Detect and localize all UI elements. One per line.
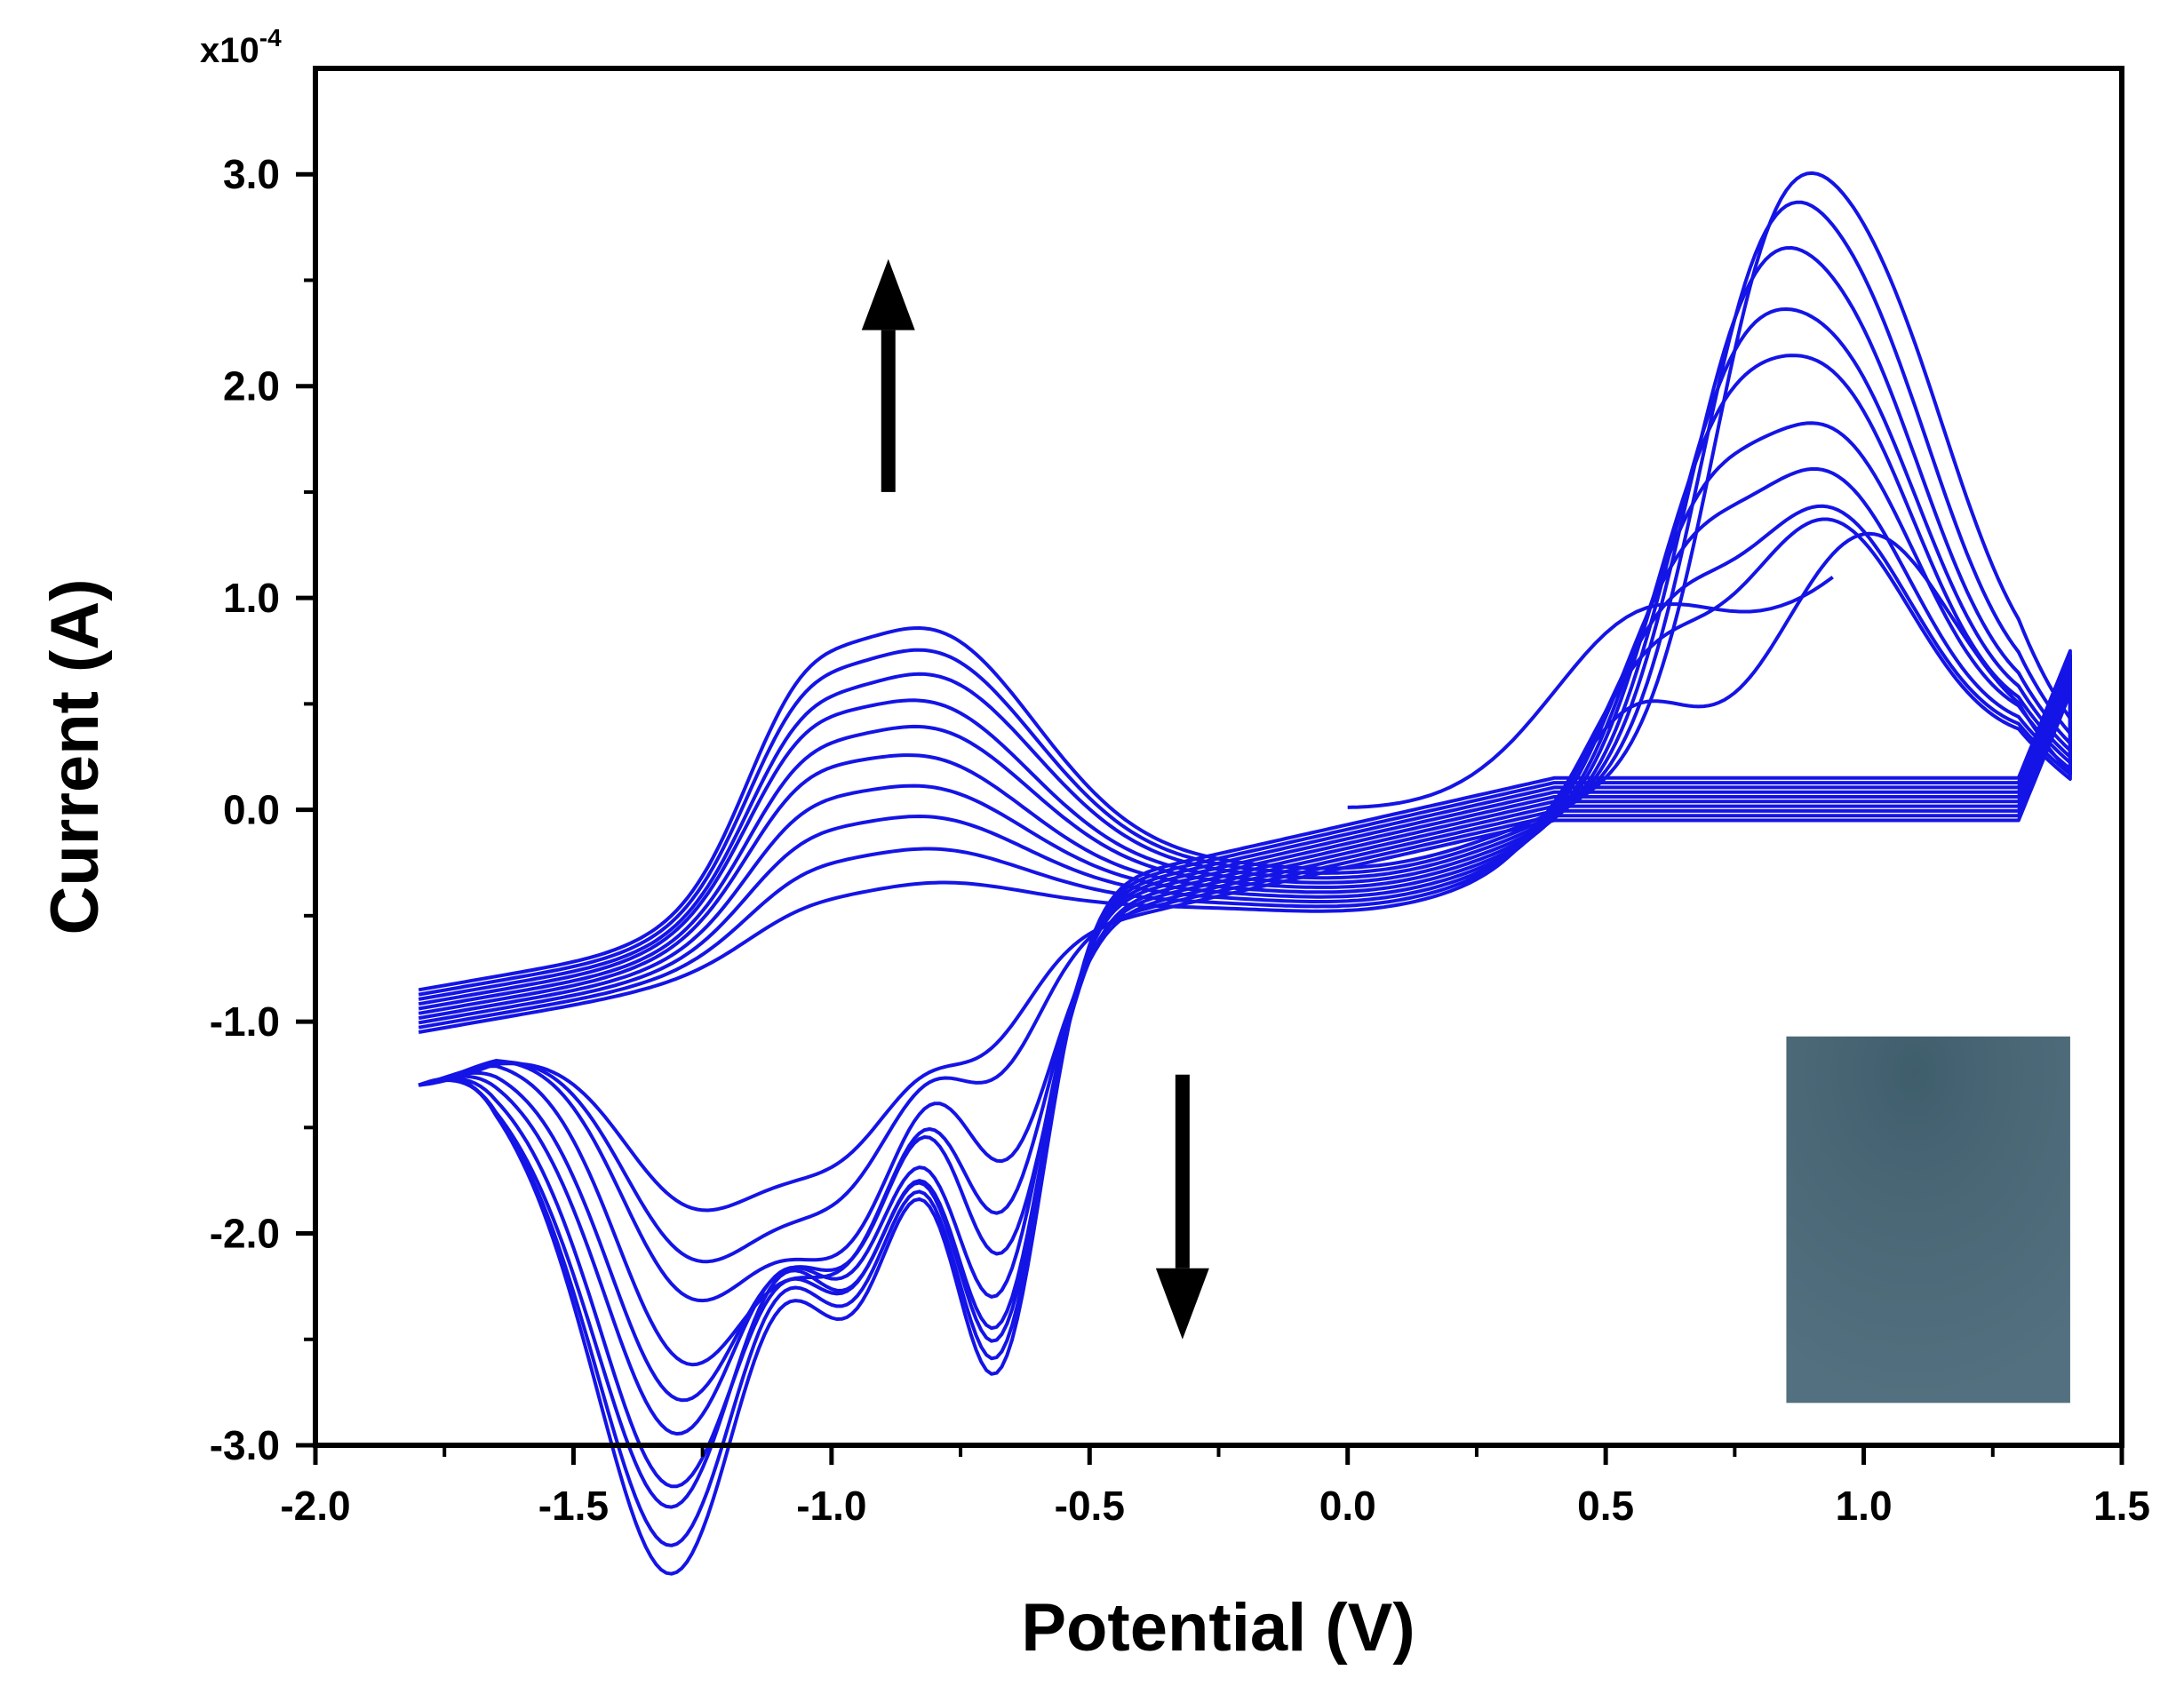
x-tick-label: -2.0 <box>280 1483 350 1529</box>
x-axis-title: Potential (V) <box>1021 1590 1415 1666</box>
x-axis-ticks <box>313 1445 2124 1465</box>
x-tick-label: 0.0 <box>1319 1483 1376 1529</box>
y-tick-label: -2.0 <box>210 1211 280 1257</box>
cv-cycle-line <box>418 171 2072 1576</box>
y-tick-label: 1.0 <box>223 575 280 621</box>
y-multiplier-exponent: -4 <box>259 24 282 52</box>
y-tick-label: -1.0 <box>210 998 280 1045</box>
y-tick-label: -3.0 <box>210 1422 280 1468</box>
scan-direction-arrows <box>861 258 1209 1340</box>
x-tick-label: 1.5 <box>2093 1483 2150 1529</box>
y-axis-ticks <box>296 171 315 1448</box>
y-axis-title: Current (A) <box>37 578 113 934</box>
x-tick-label: 1.0 <box>1836 1483 1893 1529</box>
x-tick-label: 0.5 <box>1577 1483 1634 1529</box>
y-axis-tick-labels: -3.0 -2.0 -1.0 0.0 1.0 2.0 3.0 <box>210 151 280 1468</box>
down-arrow-head <box>1155 1268 1209 1340</box>
y-multiplier-label: x10-4 <box>200 24 282 70</box>
y-tick-label: 2.0 <box>223 363 280 410</box>
y-tick-label: 0.0 <box>223 787 280 833</box>
cv-curves <box>418 171 2072 1576</box>
inset-photo <box>1786 1036 2070 1404</box>
y-multiplier-base: x10 <box>200 31 259 70</box>
x-axis-tick-labels: -2.0 -1.5 -1.0 -0.5 0.0 0.5 1.0 1.5 <box>280 1483 2150 1529</box>
x-tick-label: -1.0 <box>796 1483 866 1529</box>
up-arrow-head <box>861 258 915 330</box>
inset-photo-film <box>1786 1036 2070 1404</box>
cv-initial-segment <box>1347 576 1834 809</box>
x-tick-label: -0.5 <box>1055 1483 1125 1529</box>
x-tick-label: -1.5 <box>538 1483 609 1529</box>
y-tick-label: 3.0 <box>223 151 280 197</box>
